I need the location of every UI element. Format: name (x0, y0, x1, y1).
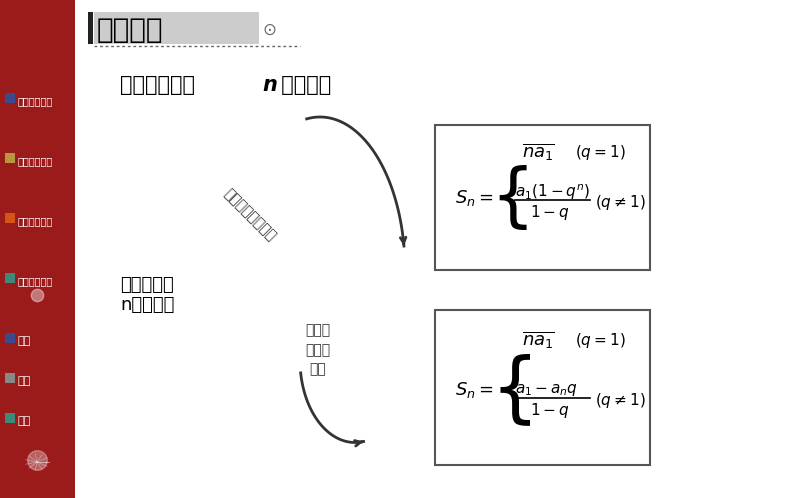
FancyBboxPatch shape (5, 373, 15, 383)
Text: n项和公式: n项和公式 (120, 296, 174, 314)
Text: $(q\neq1)$: $(q\neq1)$ (595, 390, 646, 409)
FancyBboxPatch shape (88, 12, 93, 44)
Text: 基础梳理: 基础梳理 (97, 16, 163, 44)
Text: 要点探究归纳: 要点探究归纳 (18, 156, 54, 166)
Text: n: n (262, 75, 277, 95)
Text: $(q\neq1)$: $(q\neq1)$ (595, 193, 646, 212)
FancyBboxPatch shape (94, 12, 259, 44)
Text: {: { (490, 353, 538, 427)
FancyBboxPatch shape (5, 273, 15, 283)
Text: 首页: 首页 (18, 376, 31, 386)
Text: $S_n=$: $S_n=$ (455, 380, 494, 400)
Text: $S_n=$: $S_n=$ (455, 188, 494, 208)
Point (30, 291, 43, 299)
Text: {: { (490, 164, 534, 232)
Text: 末页: 末页 (18, 416, 31, 426)
Text: $(q=1)$: $(q=1)$ (575, 142, 626, 161)
FancyBboxPatch shape (5, 413, 15, 423)
Text: 课后巩固作业: 课后巩固作业 (18, 276, 54, 286)
Text: 等比数列的前: 等比数列的前 (120, 75, 202, 95)
FancyBboxPatch shape (5, 153, 15, 163)
Text: $a_1(1-q^n)$: $a_1(1-q^n)$ (515, 182, 590, 202)
Text: 基础预习点拨: 基础预习点拨 (18, 96, 54, 106)
FancyBboxPatch shape (435, 310, 650, 465)
Text: 首项、
末项、
公比: 首项、 末项、 公比 (306, 324, 330, 376)
Point (30, 456, 43, 464)
Text: $\overline{na_1}$: $\overline{na_1}$ (522, 330, 555, 351)
FancyBboxPatch shape (435, 125, 650, 270)
FancyBboxPatch shape (5, 93, 15, 103)
Text: 目录: 目录 (18, 336, 31, 346)
Text: 首项、公比、项数: 首项、公比、项数 (222, 186, 278, 244)
FancyBboxPatch shape (0, 0, 75, 498)
Text: $a_1-a_nq$: $a_1-a_nq$ (515, 382, 578, 398)
Text: $1-q$: $1-q$ (530, 203, 570, 222)
Text: 等比数列前: 等比数列前 (120, 276, 174, 294)
FancyBboxPatch shape (5, 213, 15, 223)
Text: $(q=1)$: $(q=1)$ (575, 331, 626, 350)
Text: $\overline{na_1}$: $\overline{na_1}$ (522, 141, 555, 162)
Text: ⊙: ⊙ (262, 21, 276, 39)
Text: 知能达标演练: 知能达标演练 (18, 216, 54, 226)
FancyBboxPatch shape (5, 333, 15, 343)
Text: 项和公式: 项和公式 (274, 75, 331, 95)
Text: $1-q$: $1-q$ (530, 400, 570, 419)
